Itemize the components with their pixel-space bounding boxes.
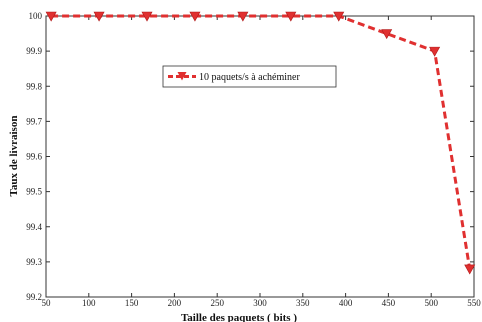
x-tick-label: 550 (467, 298, 481, 308)
x-tick-label: 50 (42, 298, 52, 308)
plot-area (45, 15, 475, 298)
y-tick-label: 99.9 (26, 46, 42, 56)
x-tick-label: 500 (424, 298, 438, 308)
legend: 10 paquets/s à achéminer (162, 65, 337, 88)
x-tick-label: 300 (253, 298, 267, 308)
y-tick-label: 99.8 (26, 81, 42, 91)
legend-box (162, 65, 337, 88)
data-point (45, 11, 57, 22)
y-tick-label: 99.6 (26, 152, 42, 162)
x-axis-label: Taille des paquets ( bits ) (181, 312, 297, 322)
data-point (141, 11, 153, 22)
data-point (464, 264, 476, 275)
series-layer (45, 11, 476, 275)
y-axis-label: Taux de livraison (8, 116, 20, 197)
x-axis-ticks: 50 100 150 200 250 300 350 400 450 500 550 (42, 16, 481, 308)
legend-marker (177, 72, 187, 81)
data-point (381, 29, 393, 40)
series-line (51, 14, 472, 270)
data-point (189, 11, 201, 22)
y-tick-label: 99.5 (26, 187, 42, 197)
data-point (333, 11, 345, 22)
x-tick-label: 350 (296, 298, 310, 308)
x-tick-label: 200 (168, 298, 182, 308)
y-tick-label: 99.7 (26, 116, 42, 126)
y-axis-ticks: 99.2 99.3 99.4 99.5 99.6 99.7 99.8 99.9 100 (26, 11, 474, 302)
y-tick-label: 99.3 (26, 257, 42, 267)
x-tick-label: 250 (210, 298, 224, 308)
y-tick-label: 99.4 (26, 222, 42, 232)
data-point (285, 11, 297, 22)
data-point (93, 11, 105, 22)
y-tick-label: 100 (29, 11, 43, 21)
x-tick-label: 150 (125, 298, 139, 308)
x-tick-label: 400 (339, 298, 353, 308)
legend-label: 10 paquets/s à achéminer (199, 72, 300, 83)
data-point (429, 46, 441, 57)
y-tick-label: 99.2 (26, 292, 42, 302)
data-point (237, 11, 249, 22)
x-tick-label: 100 (82, 298, 96, 308)
x-tick-label: 450 (382, 298, 396, 308)
